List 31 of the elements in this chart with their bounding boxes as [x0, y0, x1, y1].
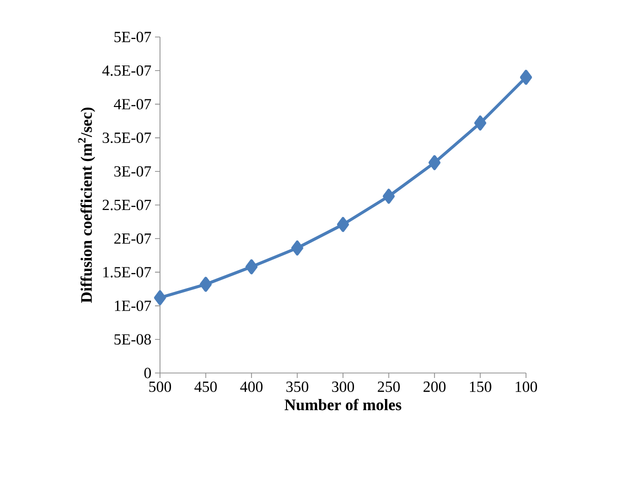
x-tick-label: 150: [470, 382, 492, 392]
y-tick-label: 5E-08: [114, 334, 151, 345]
point: [382, 188, 395, 204]
point: [520, 70, 532, 85]
x-tick-label: 500: [149, 382, 172, 392]
y-tick-label: 3.5E-07: [102, 132, 152, 144]
y-tick-label: 4.5E-07: [102, 65, 152, 76]
y-tick-label: 3E-07: [114, 166, 152, 177]
y-axis-title: Diffusion coefficient (m$^{2}$/sec): [78, 108, 96, 303]
point: [337, 216, 349, 232]
y-tick-label: 2E-07: [114, 233, 152, 244]
x-tick-label: 250: [378, 382, 400, 392]
y-tick-label: 2.5E-07: [102, 200, 152, 210]
y-tick-label: 0: [144, 368, 151, 378]
point: [291, 240, 304, 256]
point: [200, 276, 212, 292]
y-tick-label: 1.5E-07: [103, 266, 152, 278]
point: [154, 290, 166, 306]
x-tick-label: 450: [194, 382, 217, 392]
point: [474, 116, 486, 131]
y-tick-label: 5E-07: [114, 32, 152, 42]
x-tick-label: 300: [332, 382, 354, 392]
y-tick-label: 1E-07: [114, 300, 152, 312]
x-axis-title: Number of moles: [284, 398, 402, 410]
y-tick-label: 4E-07: [114, 98, 152, 110]
x-tick-label: 350: [286, 382, 308, 392]
point: [428, 155, 440, 170]
x-tick-label: 200: [424, 382, 446, 392]
x-tick-label: 400: [240, 382, 263, 392]
point: [246, 259, 258, 274]
x-tick-label: 100: [516, 382, 538, 392]
